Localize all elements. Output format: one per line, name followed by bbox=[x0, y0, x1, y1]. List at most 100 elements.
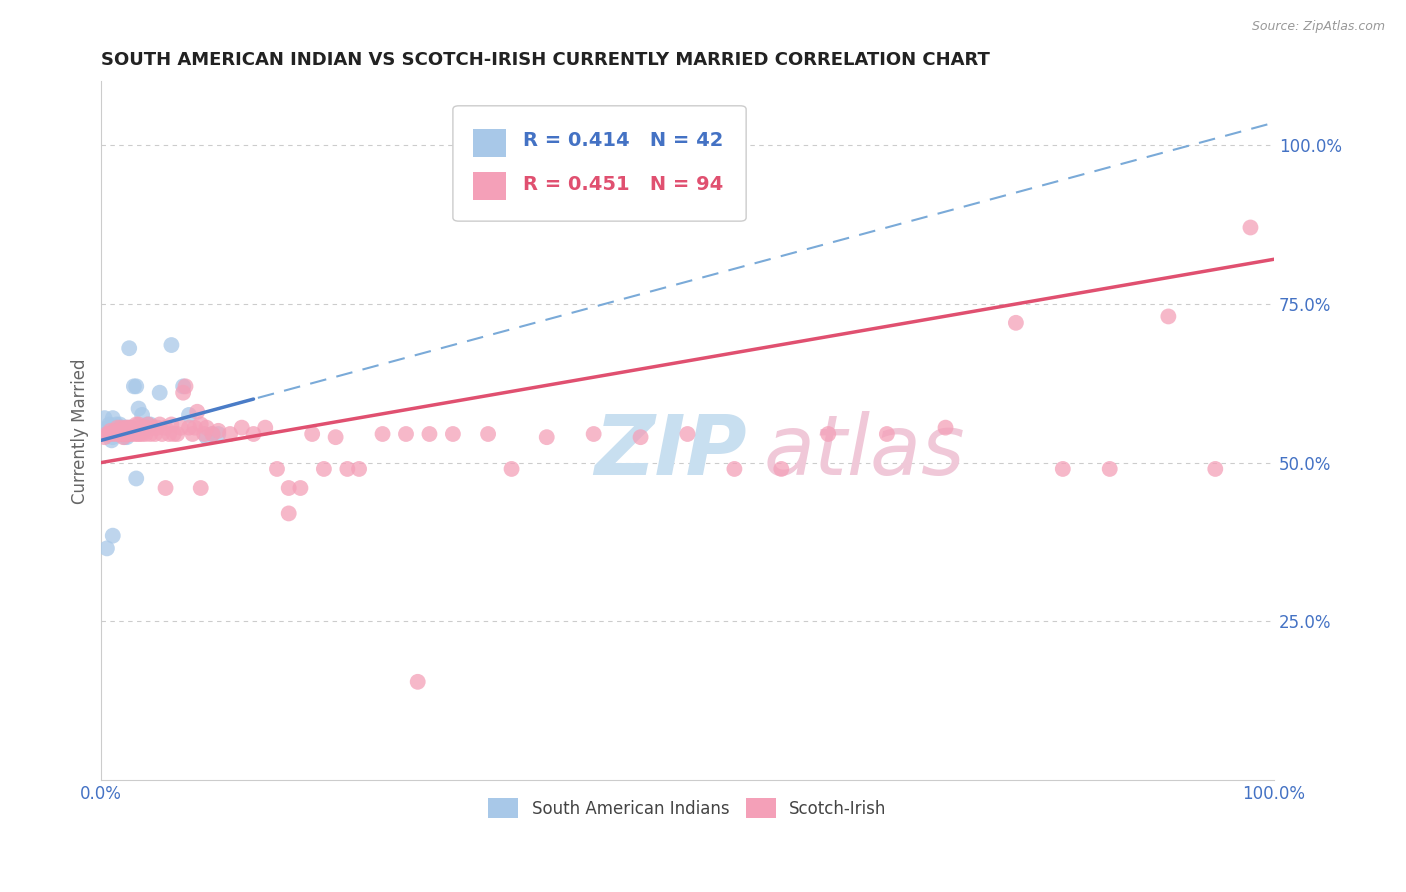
Point bbox=[195, 430, 218, 444]
Point bbox=[131, 427, 153, 442]
Point bbox=[101, 411, 124, 425]
Point bbox=[104, 420, 127, 434]
Point bbox=[231, 420, 253, 434]
Point bbox=[195, 420, 218, 434]
Point bbox=[104, 427, 127, 442]
Point bbox=[174, 379, 197, 393]
Point bbox=[139, 417, 162, 432]
Point bbox=[107, 420, 129, 434]
Point bbox=[136, 417, 159, 432]
Point bbox=[112, 427, 135, 442]
Point bbox=[125, 417, 148, 432]
Point bbox=[100, 424, 122, 438]
Point bbox=[107, 427, 129, 442]
Point bbox=[122, 379, 145, 393]
Point bbox=[98, 417, 121, 432]
Point bbox=[135, 420, 157, 434]
Point bbox=[1204, 462, 1226, 476]
Point bbox=[115, 427, 138, 442]
Point bbox=[163, 427, 186, 442]
Point bbox=[155, 481, 177, 495]
Point bbox=[536, 430, 558, 444]
Point bbox=[582, 427, 605, 442]
Point bbox=[347, 462, 370, 476]
Point bbox=[111, 427, 134, 442]
Point bbox=[1157, 310, 1180, 324]
Text: R = 0.451   N = 94: R = 0.451 N = 94 bbox=[523, 176, 724, 194]
Text: R = 0.414   N = 42: R = 0.414 N = 42 bbox=[523, 131, 724, 150]
Point bbox=[98, 427, 121, 442]
Point bbox=[135, 427, 157, 442]
Point bbox=[157, 427, 180, 442]
Point bbox=[277, 481, 299, 495]
Point bbox=[101, 430, 124, 444]
Point bbox=[934, 420, 956, 434]
Point bbox=[97, 420, 120, 434]
Point bbox=[110, 420, 132, 434]
Legend: South American Indians, Scotch-Irish: South American Indians, Scotch-Irish bbox=[482, 792, 893, 824]
Point bbox=[177, 408, 200, 422]
Point bbox=[122, 420, 145, 434]
Point bbox=[100, 427, 122, 442]
Point bbox=[817, 427, 839, 442]
Point bbox=[190, 481, 212, 495]
Point bbox=[115, 430, 138, 444]
FancyBboxPatch shape bbox=[453, 106, 747, 221]
Point bbox=[118, 341, 141, 355]
Point bbox=[149, 385, 172, 400]
Point bbox=[160, 338, 183, 352]
Point bbox=[115, 420, 138, 434]
Point bbox=[108, 417, 131, 432]
Point bbox=[128, 401, 150, 416]
Point bbox=[131, 408, 153, 422]
Point bbox=[181, 427, 204, 442]
Point bbox=[723, 462, 745, 476]
Point bbox=[103, 427, 125, 442]
Point bbox=[101, 529, 124, 543]
Point bbox=[104, 424, 127, 438]
Point bbox=[135, 420, 157, 434]
Point bbox=[336, 462, 359, 476]
Point bbox=[121, 424, 143, 438]
Point bbox=[418, 427, 440, 442]
Point bbox=[121, 427, 143, 442]
Point bbox=[177, 420, 200, 434]
Text: SOUTH AMERICAN INDIAN VS SCOTCH-IRISH CURRENTLY MARRIED CORRELATION CHART: SOUTH AMERICAN INDIAN VS SCOTCH-IRISH CU… bbox=[101, 51, 990, 69]
Point bbox=[114, 430, 136, 444]
Point bbox=[277, 507, 299, 521]
Point bbox=[290, 481, 312, 495]
Point bbox=[242, 427, 264, 442]
Point bbox=[125, 379, 148, 393]
Point bbox=[132, 424, 155, 438]
Point bbox=[1005, 316, 1028, 330]
Point bbox=[160, 417, 183, 432]
Point bbox=[96, 427, 118, 442]
Point bbox=[166, 427, 188, 442]
Point bbox=[100, 434, 122, 448]
Bar bbox=[472, 128, 506, 157]
Point bbox=[114, 420, 136, 434]
Point bbox=[170, 420, 193, 434]
Bar bbox=[472, 172, 506, 200]
Point bbox=[110, 420, 132, 434]
Point bbox=[207, 427, 229, 442]
Point bbox=[155, 420, 177, 434]
Point bbox=[676, 427, 699, 442]
Point bbox=[105, 427, 128, 442]
Point bbox=[172, 385, 194, 400]
Point bbox=[770, 462, 793, 476]
Point bbox=[124, 427, 146, 442]
Point bbox=[201, 427, 224, 442]
Point bbox=[149, 417, 172, 432]
Point bbox=[117, 420, 139, 434]
Point bbox=[143, 427, 166, 442]
Point bbox=[127, 427, 149, 442]
Point bbox=[125, 471, 148, 485]
Point bbox=[876, 427, 898, 442]
Point bbox=[96, 427, 118, 442]
Point bbox=[112, 430, 135, 444]
Point bbox=[118, 427, 141, 442]
Point bbox=[325, 430, 347, 444]
Point bbox=[219, 427, 242, 442]
Point bbox=[107, 420, 129, 434]
